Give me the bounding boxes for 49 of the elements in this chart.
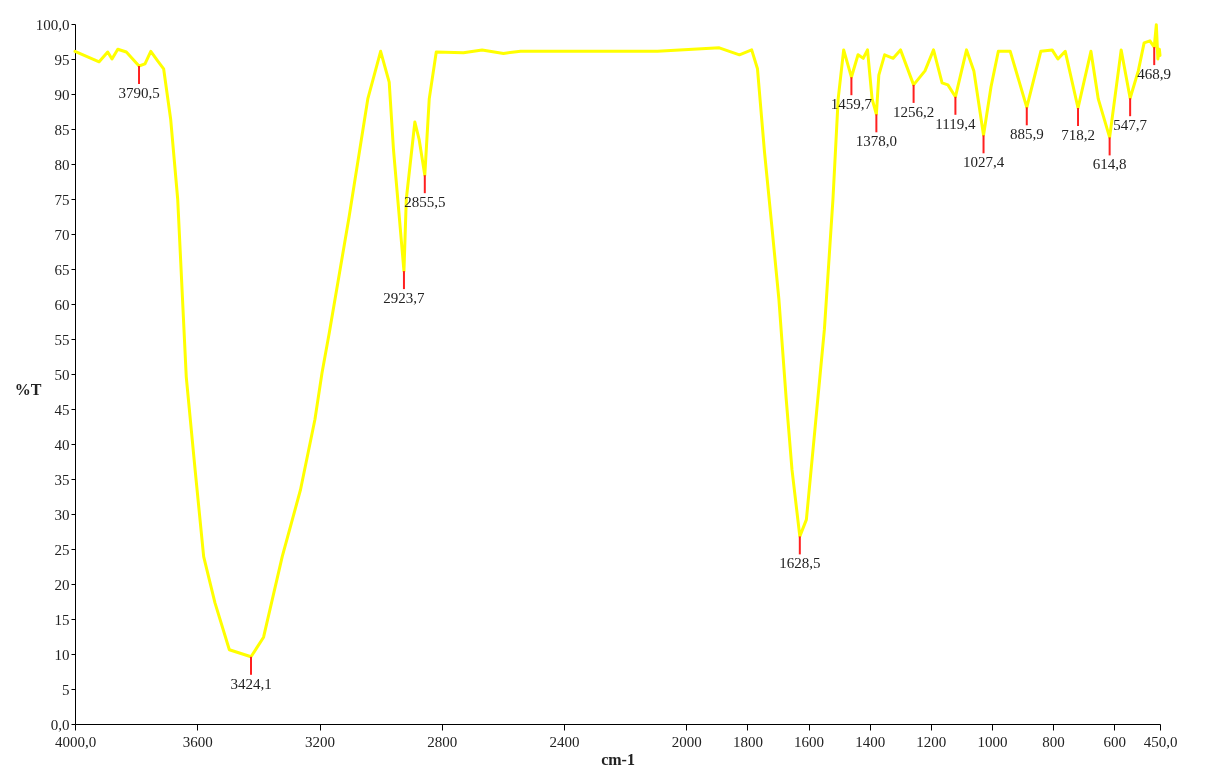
y-tick-label: 15 <box>54 611 70 628</box>
y-tick-label: 25 <box>54 541 70 558</box>
x-tick-label: 800 <box>1042 733 1065 750</box>
x-tick-label: 1400 <box>855 733 886 750</box>
x-tick-label: 3600 <box>182 733 213 750</box>
y-tick-label: 80 <box>54 156 70 173</box>
y-tick-label: 5 <box>62 681 70 698</box>
y-tick-label: 75 <box>54 191 70 208</box>
y-tick-label: 50 <box>54 366 70 383</box>
x-axis-title: cm-1 <box>601 750 635 768</box>
y-tick-label: 30 <box>54 506 70 523</box>
y-tick-label: 90 <box>54 86 70 103</box>
x-tick-label: 600 <box>1103 733 1126 750</box>
annotation: 614,8 <box>1092 156 1127 173</box>
x-tick-label: 4000,0 <box>54 733 97 750</box>
x-tick-label: 1600 <box>794 733 825 750</box>
y-tick-label: 95 <box>54 51 70 68</box>
annotation: 3424,1 <box>230 675 272 692</box>
x-tick-label: 1000 <box>977 733 1008 750</box>
y-tick-label: 10 <box>54 646 70 663</box>
y-tick-label: 85 <box>54 121 70 138</box>
annotation: 1256,2 <box>892 103 935 120</box>
annotation: 3790,5 <box>118 85 160 101</box>
y-tick-label: 40 <box>54 436 70 453</box>
annotation: 1628,5 <box>779 555 821 572</box>
annotation: 1378,0 <box>855 133 897 150</box>
y-tick-label: 35 <box>54 471 70 488</box>
annotation: 718,2 <box>1061 127 1095 143</box>
x-tick-label: 450,0 <box>1143 733 1178 750</box>
y-tick-label: 60 <box>54 296 70 313</box>
annotation: 1027,4 <box>962 154 1005 171</box>
y-tick-label: 65 <box>54 261 70 278</box>
y-tick-label: 20 <box>54 576 70 593</box>
y-tick-label: 45 <box>54 401 70 418</box>
y-tick-label: 0,0 <box>50 716 70 733</box>
x-tick-label: 3200 <box>305 733 336 750</box>
annotation: 1119,4 <box>935 115 976 132</box>
y-axis-title: %T <box>14 380 42 398</box>
y-tick-label: 55 <box>54 331 70 348</box>
x-tick-label: 1800 <box>732 733 763 750</box>
x-tick-label: 2800 <box>427 733 458 750</box>
y-tick-label: 70 <box>54 226 70 243</box>
annotation: 2923,7 <box>383 290 426 307</box>
annotation: 547,7 <box>1113 117 1148 134</box>
annotation: 885,9 <box>1009 126 1044 143</box>
x-tick-label: 2000 <box>671 733 702 750</box>
y-tick-label: 100,0 <box>35 16 70 33</box>
x-tick-label: 2400 <box>549 733 580 750</box>
x-tick-label: 1200 <box>916 733 947 750</box>
